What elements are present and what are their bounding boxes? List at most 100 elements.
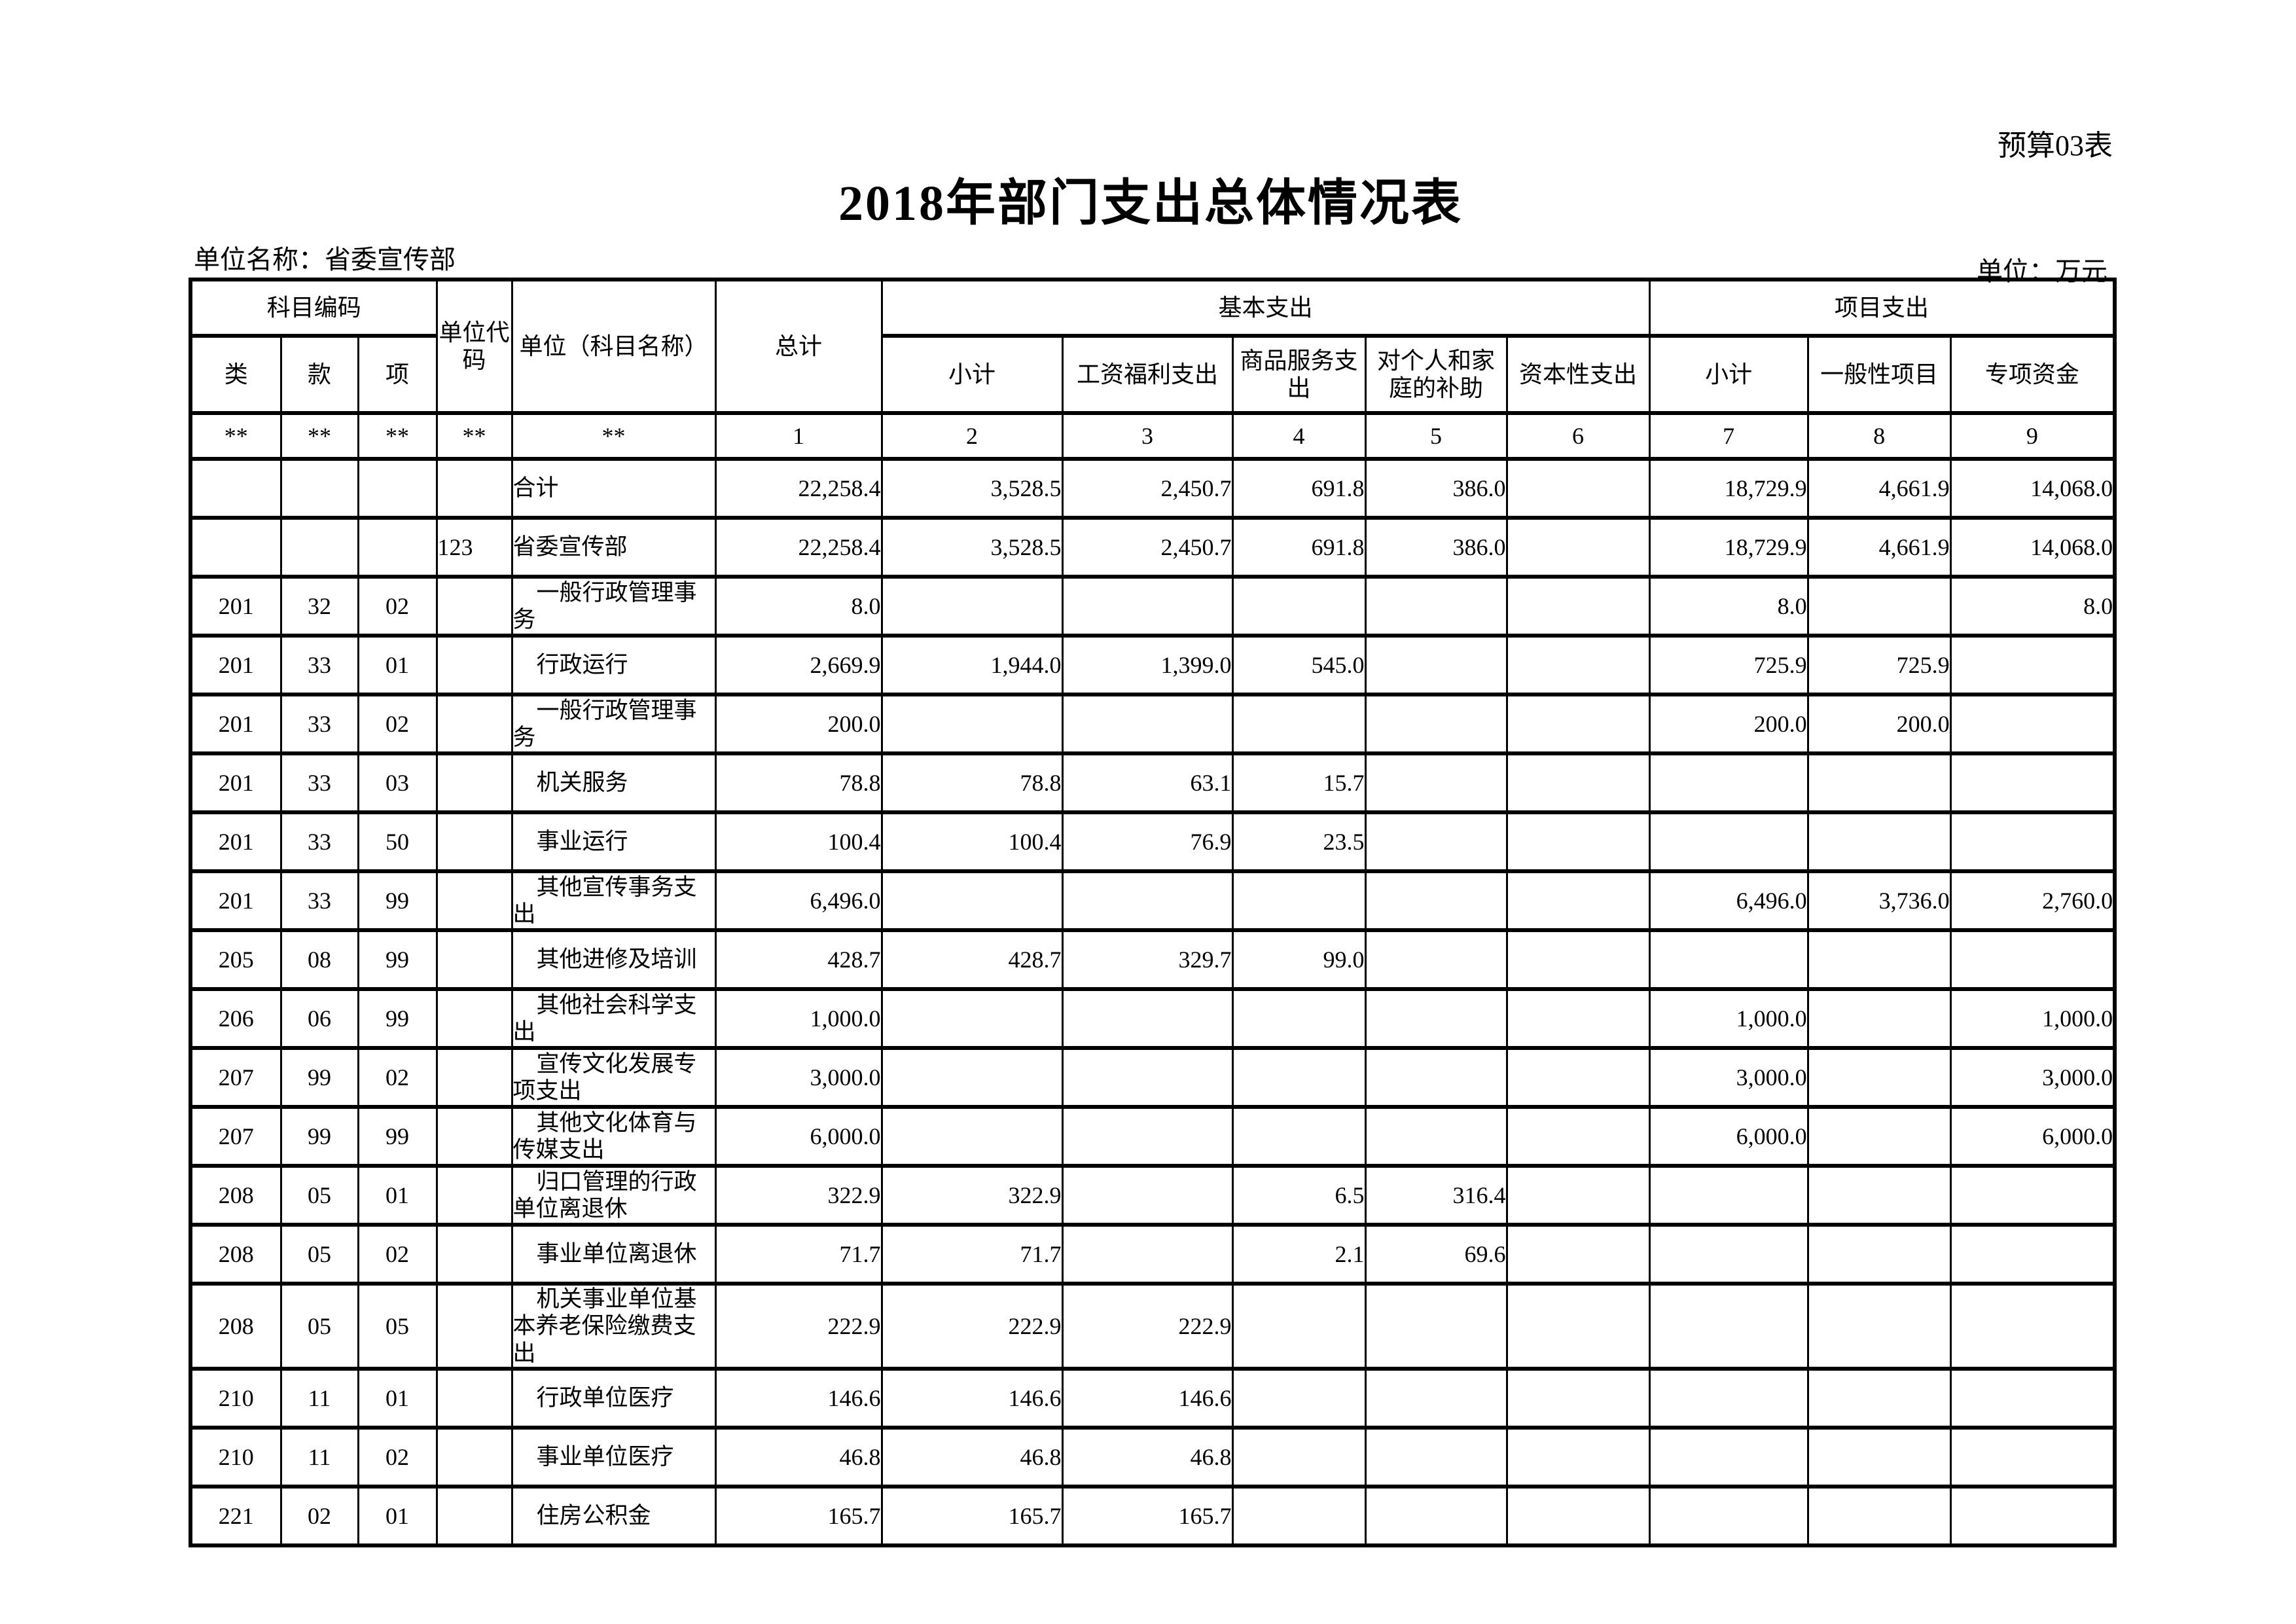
wages-benefits-cell	[1061, 1046, 1234, 1109]
class-code-cell: 207	[189, 1105, 282, 1168]
subject-name-cell: 机关服务	[511, 751, 717, 814]
goods-services-cell	[1231, 1366, 1367, 1430]
wages-benefits-cell	[1061, 987, 1234, 1050]
wages-benefits-cell: 2,450.7	[1061, 516, 1234, 579]
basic-subtotal-cell: 46.8	[880, 1425, 1064, 1489]
general-project-cell	[1806, 1105, 1952, 1168]
basic-subtotal-cell: 165.7	[880, 1484, 1064, 1547]
total-cell: 322.9	[714, 1164, 883, 1227]
general-project-cell	[1806, 1282, 1952, 1371]
section-code-cell	[279, 516, 359, 579]
section-code-cell: 33	[279, 751, 359, 814]
project-subtotal-cell: 3,000.0	[1648, 1046, 1809, 1109]
basic-subtotal-cell: 1,944.0	[880, 634, 1064, 696]
marker-cell: 8	[1806, 411, 1952, 461]
goods-services-cell	[1231, 1105, 1367, 1168]
table-body: ** ** ** ** ** 1 2 3 4 5 6 7 8 9 合计 22,	[189, 411, 2116, 1547]
subsidy-cell	[1364, 751, 1508, 814]
wages-benefits-cell: 1,399.0	[1061, 634, 1234, 696]
capital-expenditure-cell	[1505, 1366, 1651, 1430]
class-code-cell: 208	[189, 1223, 282, 1286]
general-project-cell	[1806, 928, 1952, 991]
section-code-cell: 11	[279, 1425, 359, 1489]
subsidy-cell	[1364, 928, 1508, 991]
wages-benefits-cell	[1061, 693, 1234, 755]
subsidy-cell	[1364, 1425, 1508, 1489]
subsidy-cell	[1364, 1484, 1508, 1547]
special-funds-cell	[1949, 1366, 2116, 1430]
capital-expenditure-cell	[1505, 1105, 1651, 1168]
subject-name-cell: 合计	[511, 457, 717, 520]
subsidy-cell	[1364, 987, 1508, 1050]
class-code-cell: 208	[189, 1282, 282, 1371]
wages-benefits-cell	[1061, 869, 1234, 932]
special-funds-cell: 8.0	[1949, 575, 2116, 638]
capital-expenditure-cell	[1505, 751, 1651, 814]
marker-cell: **	[357, 411, 438, 461]
subsidy-cell	[1364, 1366, 1508, 1430]
table-row: 208 05 05 机关事业单位基本养老保险缴费支出 222.9 222.9 2…	[189, 1282, 2116, 1371]
general-project-cell	[1806, 751, 1952, 814]
marker-cell: **	[511, 411, 717, 461]
basic-subtotal-cell	[880, 987, 1064, 1050]
general-project-cell	[1806, 810, 1952, 873]
total-cell: 146.6	[714, 1366, 883, 1430]
section-code-cell: 99	[279, 1105, 359, 1168]
expenditure-table: 科目编码 单位代码 单位（科目名称） 总计 基本支出 项目支出 类 款 项 小计…	[188, 278, 2117, 1547]
item-code-cell: 99	[357, 928, 438, 991]
subject-name-cell: 省委宣传部	[511, 516, 717, 579]
basic-subtotal-cell	[880, 1105, 1064, 1168]
general-project-cell	[1806, 1484, 1952, 1547]
section-code-cell: 06	[279, 987, 359, 1050]
page-title: 2018年部门支出总体情况表	[838, 176, 1463, 231]
table-row: 207 99 99 其他文化体育与传媒支出 6,000.0 6,000.0 6,…	[189, 1105, 2116, 1168]
goods-services-cell	[1231, 693, 1367, 755]
section-code-cell: 33	[279, 810, 359, 873]
capital-expenditure-cell	[1505, 1164, 1651, 1227]
goods-services-cell	[1231, 1046, 1367, 1109]
header-project-subtotal: 小计	[1648, 334, 1809, 415]
capital-expenditure-cell	[1505, 869, 1651, 932]
project-subtotal-cell: 725.9	[1648, 634, 1809, 696]
goods-services-cell	[1231, 987, 1367, 1050]
section-code-cell: 08	[279, 928, 359, 991]
capital-expenditure-cell	[1505, 987, 1651, 1050]
total-cell: 22,258.4	[714, 457, 883, 520]
marker-cell: 7	[1648, 411, 1809, 461]
header-project-expenditure: 项目支出	[1648, 278, 2116, 338]
wages-benefits-cell	[1061, 1105, 1234, 1168]
capital-expenditure-cell	[1505, 516, 1651, 579]
project-subtotal-cell: 18,729.9	[1648, 457, 1809, 520]
header-unit-code: 单位代码	[435, 278, 513, 415]
wages-benefits-cell: 165.7	[1061, 1484, 1234, 1547]
capital-expenditure-cell	[1505, 693, 1651, 755]
capital-expenditure-cell	[1505, 1282, 1651, 1371]
item-code-cell: 01	[357, 634, 438, 696]
goods-services-cell	[1231, 575, 1367, 638]
section-code-cell	[279, 457, 359, 520]
special-funds-cell	[1949, 928, 2116, 991]
class-code-cell: 201	[189, 634, 282, 696]
subsidy-cell	[1364, 634, 1508, 696]
class-code-cell: 206	[189, 987, 282, 1050]
item-code-cell	[357, 516, 438, 579]
subsidy-cell	[1364, 869, 1508, 932]
marker-cell: **	[279, 411, 359, 461]
total-cell: 46.8	[714, 1425, 883, 1489]
unit-code-cell	[435, 1366, 513, 1430]
header-subject-code: 科目编码	[189, 278, 438, 338]
total-cell: 22,258.4	[714, 516, 883, 579]
special-funds-cell	[1949, 634, 2116, 696]
marker-cell: 5	[1364, 411, 1508, 461]
general-project-cell	[1806, 1366, 1952, 1430]
section-code-cell: 11	[279, 1366, 359, 1430]
project-subtotal-cell	[1648, 1366, 1809, 1430]
total-cell: 2,669.9	[714, 634, 883, 696]
table-row: 201 33 50 事业运行 100.4 100.4 76.9 23.5	[189, 810, 2116, 873]
capital-expenditure-cell	[1505, 810, 1651, 873]
general-project-cell	[1806, 987, 1952, 1050]
header-general-project: 一般性项目	[1806, 334, 1952, 415]
section-code-cell: 33	[279, 634, 359, 696]
general-project-cell: 725.9	[1806, 634, 1952, 696]
